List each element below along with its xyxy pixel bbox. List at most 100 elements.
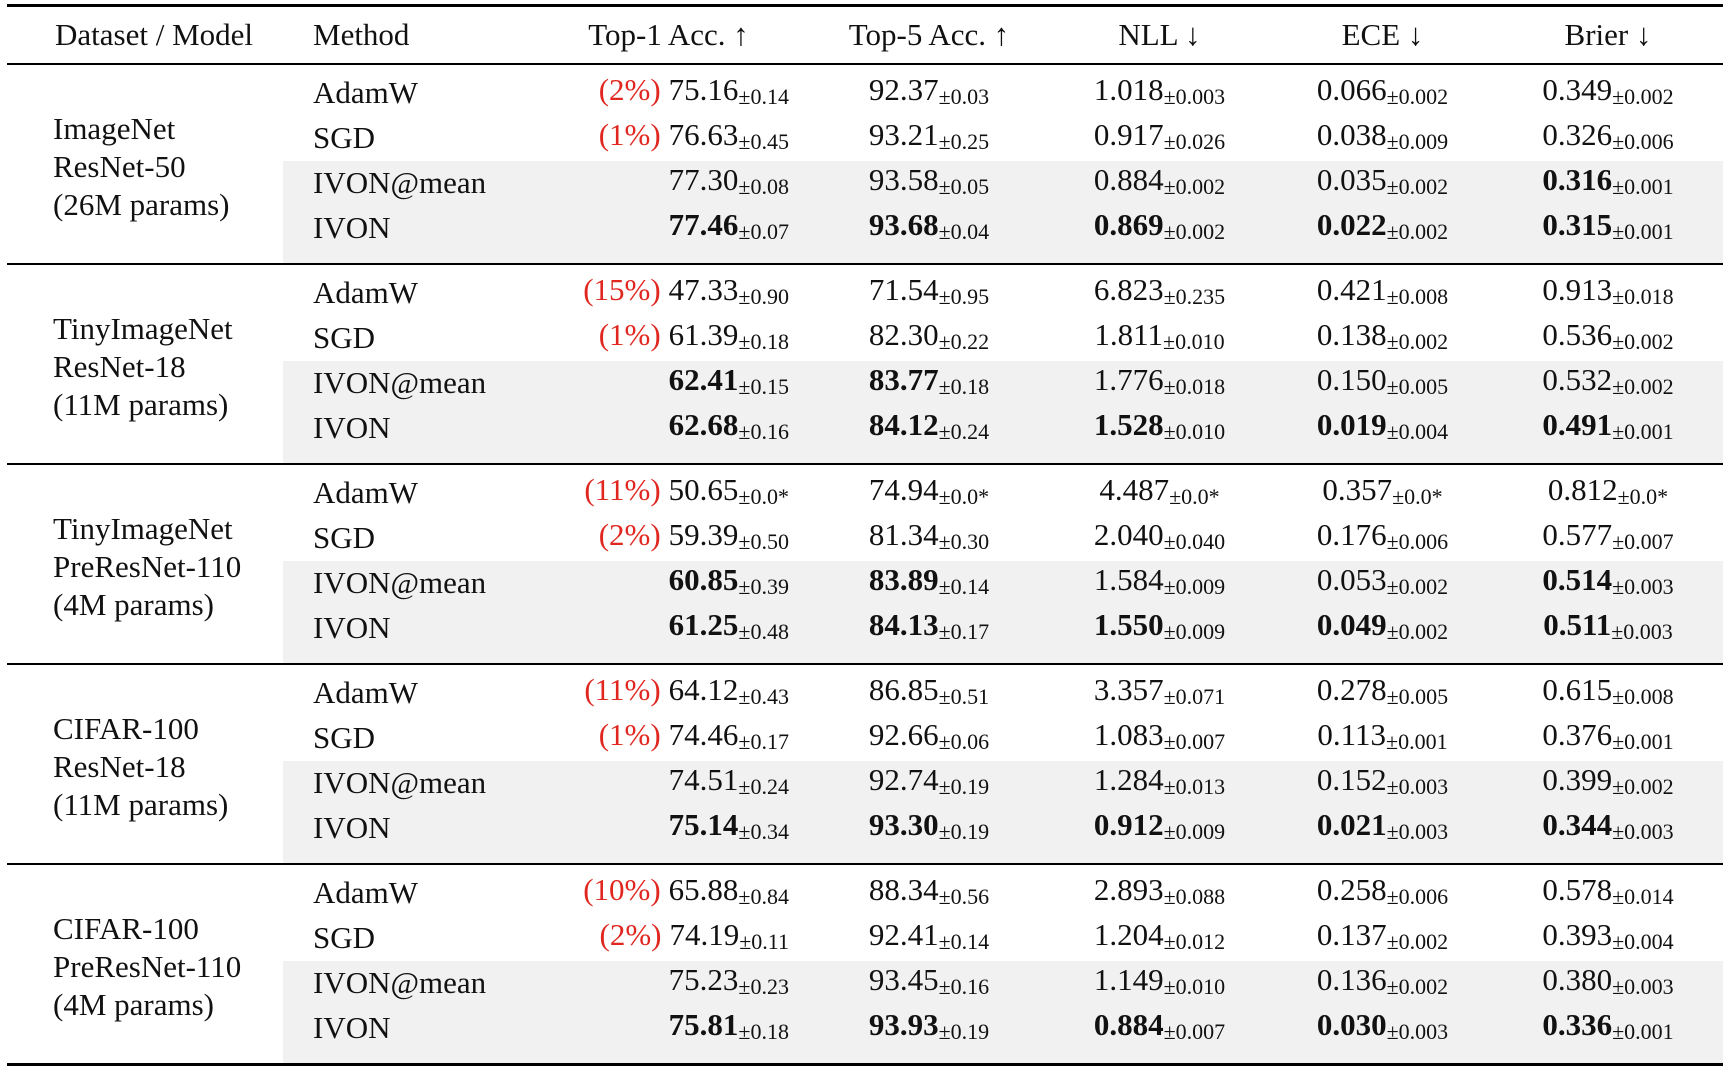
nll-cell: 0.912±0.009	[1047, 805, 1272, 864]
std-dev: ±0.001	[1612, 418, 1674, 444]
metric-value: 1.284	[1093, 761, 1164, 797]
metric-value: 83.89	[868, 561, 939, 597]
metric-value: 74.46	[668, 716, 739, 752]
table-row: SGD (1%) 76.63±0.45 93.21±0.25 0.917±0.026 0.…	[7, 116, 1723, 161]
ece-cell: 0.049±0.002	[1272, 605, 1493, 664]
nll-cell: 3.357±0.071	[1047, 664, 1272, 716]
brier-cell: 0.380±0.003	[1493, 960, 1723, 1006]
std-dev: ±0.002	[1386, 928, 1449, 954]
std-dev: ±0.018	[1612, 283, 1674, 309]
std-dev: ±0.51	[938, 683, 990, 709]
relative-drop-label: (2%)	[599, 916, 662, 952]
table-row: CIFAR-100 ResNet-18 (11M params) AdamW (11%)…	[7, 664, 1723, 822]
ece-cell: 0.258±0.006	[1272, 864, 1493, 916]
table-row: IVON 62.68±0.16 84.12±0.24 1.528±0.010 0.019…	[7, 405, 1723, 464]
top1-cell: 77.46±0.07	[526, 205, 811, 264]
std-dev: ±0.0*	[738, 483, 789, 509]
metric-value: 84.12	[868, 406, 939, 442]
std-dev: ±0.026	[1163, 128, 1226, 154]
metric-value: 0.152	[1316, 761, 1387, 797]
metric-value: 1.776	[1093, 361, 1164, 397]
metric-value: 75.23	[668, 961, 739, 997]
brier-cell: 0.577±0.007	[1493, 516, 1723, 561]
metric-value: 0.049	[1316, 606, 1387, 642]
std-dev: ±0.010	[1163, 328, 1225, 354]
std-dev: ±0.95	[938, 283, 990, 309]
dataset-group: CIFAR-100 ResNet-18 (11M params) AdamW (11%)…	[7, 664, 1723, 864]
dataset-model-line: (11M params)	[53, 786, 229, 822]
top5-cell: 92.37±0.03	[811, 64, 1047, 116]
metric-value: 0.137	[1316, 916, 1387, 952]
brier-cell: 0.336±0.001	[1493, 1005, 1723, 1064]
top5-cell: 83.77±0.18	[811, 360, 1047, 406]
metric-value: 93.45	[868, 961, 939, 997]
std-dev: ±0.012	[1163, 928, 1226, 954]
metric-value: 0.511	[1543, 606, 1612, 642]
metric-value: 0.380	[1542, 961, 1613, 997]
method-cell: IVON@mean	[283, 760, 526, 806]
metric-value: 0.913	[1542, 271, 1613, 307]
std-dev: ±0.003	[1163, 83, 1226, 109]
metric-value: 0.577	[1542, 516, 1613, 552]
std-dev: ±0.071	[1163, 683, 1226, 709]
metric-value: 0.136	[1316, 961, 1387, 997]
top5-cell: 93.45±0.16	[811, 960, 1047, 1006]
std-dev: ±0.004	[1612, 928, 1674, 954]
std-dev: ±0.19	[938, 818, 990, 844]
metric-value: 86.85	[868, 671, 939, 707]
header-brier: Brier ↓	[1564, 16, 1652, 52]
table-row: TinyImageNet PreResNet-110 (4M params) Adam…	[7, 464, 1723, 622]
ece-cell: 0.035±0.002	[1272, 160, 1493, 206]
metric-value: 71.54	[868, 271, 939, 307]
metric-value: 0.514	[1542, 561, 1613, 597]
std-dev: ±0.009	[1163, 818, 1226, 844]
brier-cell: 0.399±0.002	[1493, 760, 1723, 806]
dataset-group: CIFAR-100 PreResNet-110 (4M params) AdamW (1…	[7, 864, 1723, 1064]
dataset-model-line: (4M params)	[53, 986, 214, 1022]
dataset-model-line: TinyImageNet	[53, 510, 233, 546]
metric-value: 77.46	[668, 206, 739, 242]
metric-value: 92.66	[868, 716, 939, 752]
std-dev: ±0.002	[1386, 973, 1449, 999]
table-row: SGD (1%) 61.39±0.18 82.30±0.22 1.811±0.010 0.…	[7, 316, 1723, 361]
top1-cell: 75.23±0.23	[526, 960, 811, 1006]
top1-cell: 62.68±0.16	[526, 405, 811, 464]
metric-value: 50.65	[668, 471, 739, 507]
std-dev: ±0.24	[938, 418, 990, 444]
method-cell: IVON@mean	[283, 360, 526, 406]
method-cell: IVON@mean	[283, 160, 526, 206]
dataset-model-line: TinyImageNet	[53, 310, 233, 346]
metric-value: 0.021	[1316, 806, 1387, 842]
method-cell: SGD	[313, 920, 376, 955]
nll-cell: 6.823±0.235	[1047, 264, 1272, 316]
metric-value: 0.393	[1542, 916, 1613, 952]
header-dataset-model: Dataset / Model	[55, 16, 254, 52]
metric-value: 47.33	[668, 271, 739, 307]
table-row: SGD (1%) 74.46±0.17 92.66±0.06 1.083±0.007 0.…	[7, 716, 1723, 761]
metric-value: 75.14	[668, 806, 739, 842]
metric-value: 0.336	[1542, 1006, 1613, 1042]
top1-cell: (2%) 74.19±0.11	[526, 916, 811, 961]
nll-cell: 0.869±0.002	[1047, 205, 1272, 264]
std-dev: ±0.003	[1386, 1018, 1449, 1044]
metric-value: 1.018	[1093, 71, 1164, 107]
metric-value: 75.16	[668, 71, 739, 107]
std-dev: ±0.002	[1386, 573, 1449, 599]
ece-cell: 0.137±0.002	[1272, 916, 1493, 961]
top1-cell: 61.25±0.48	[526, 605, 811, 664]
brier-cell: 0.578±0.014	[1493, 864, 1723, 916]
std-dev: ±0.235	[1163, 283, 1226, 309]
dataset-model-line: (4M params)	[53, 586, 214, 622]
std-dev: ±0.90	[738, 283, 789, 309]
dataset-group: TinyImageNet PreResNet-110 (4M params) Adam…	[7, 464, 1723, 664]
top1-cell: (1%) 74.46±0.17	[526, 716, 811, 761]
top5-cell: 93.21±0.25	[811, 116, 1047, 161]
method-cell: IVON	[283, 405, 526, 464]
brier-cell: 0.349±0.002	[1493, 64, 1723, 116]
ece-cell: 0.150±0.005	[1272, 360, 1493, 406]
metric-value: 93.68	[868, 206, 939, 242]
metric-value: 1.083	[1093, 716, 1164, 752]
relative-drop-label: (1%)	[598, 316, 661, 352]
top1-cell: (2%) 59.39±0.50	[526, 516, 811, 561]
metric-value: 0.113	[1317, 716, 1387, 752]
